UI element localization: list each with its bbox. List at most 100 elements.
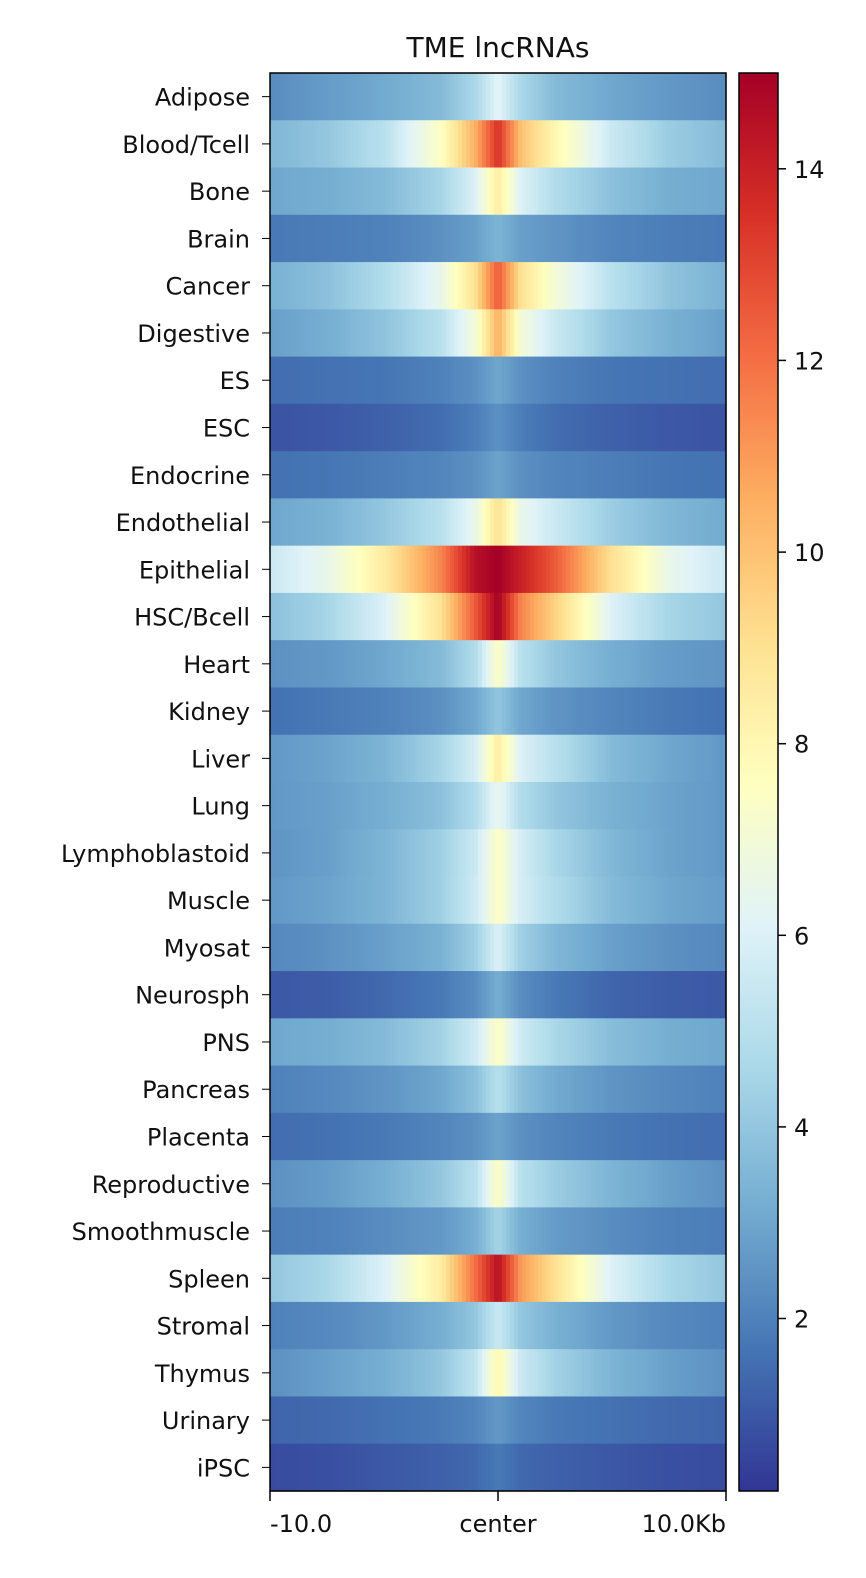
heatmap-cell [322, 923, 327, 972]
heatmap-cell [494, 73, 499, 121]
heatmap-cell [502, 356, 507, 405]
heatmap-cell [702, 971, 707, 1019]
heatmap-cell [666, 1443, 671, 1492]
heatmap-cell [650, 971, 655, 1019]
heatmap-cell [682, 262, 687, 310]
heatmap-cell [530, 1112, 535, 1161]
heatmap-cell [698, 73, 703, 121]
heatmap-cell [422, 545, 427, 594]
heatmap-cell [354, 592, 359, 641]
heatmap-cell [722, 640, 727, 689]
heatmap-cell [358, 1349, 363, 1398]
heatmap-cell [626, 1160, 631, 1208]
heatmap-cell [706, 1160, 711, 1208]
heatmap-cell [274, 1443, 279, 1492]
heatmap-cell [434, 829, 439, 878]
heatmap-cell [322, 73, 327, 121]
heatmap-cell [286, 309, 291, 358]
heatmap-cell [570, 451, 575, 499]
heatmap-cell [334, 640, 339, 689]
heatmap-cell [410, 923, 415, 972]
heatmap-cell [330, 640, 335, 689]
heatmap-cell [406, 1349, 411, 1398]
heatmap-cell [562, 640, 567, 689]
heatmap-cell [710, 356, 715, 405]
heatmap-cell [398, 1207, 403, 1256]
heatmap-cell [406, 876, 411, 925]
heatmap-cell [602, 214, 607, 263]
heatmap-cell [634, 1065, 639, 1114]
heatmap-cell [662, 1065, 667, 1114]
heatmap-cell [418, 1112, 423, 1161]
heatmap-cell [538, 1160, 543, 1208]
heatmap-cell [666, 1254, 671, 1303]
heatmap-cell [426, 1018, 431, 1067]
heatmap-cell [350, 1065, 355, 1114]
heatmap-cell [330, 734, 335, 783]
heatmap-cell [574, 1065, 579, 1114]
heatmap-cell [570, 545, 575, 594]
heatmap-cell [702, 1112, 707, 1161]
heatmap-cell [506, 923, 511, 972]
heatmap-cell [346, 592, 351, 641]
heatmap-cell [650, 592, 655, 641]
heatmap-cell [586, 1160, 591, 1208]
heatmap-cell [294, 1443, 299, 1492]
heatmap-cell [286, 1207, 291, 1256]
heatmap-cell [542, 923, 547, 972]
heatmap-cell [586, 1254, 591, 1303]
heatmap-cell [298, 214, 303, 263]
heatmap-cell [474, 309, 479, 358]
heatmap-cell [302, 73, 307, 121]
heatmap-cell [402, 923, 407, 972]
heatmap-cell [366, 782, 371, 830]
heatmap-cell [278, 1396, 283, 1445]
heatmap-cell [490, 356, 495, 405]
heatmap-cell [374, 545, 379, 594]
heatmap-cell [546, 167, 551, 216]
heatmap-cell [310, 545, 315, 594]
heatmap-cell [302, 214, 307, 263]
heatmap-cell [358, 592, 363, 641]
heatmap-cell [638, 1301, 643, 1350]
heatmap-cell [662, 687, 667, 736]
heatmap-cell [702, 262, 707, 310]
row-label: ESC [203, 415, 250, 443]
heatmap-cell [314, 167, 319, 216]
heatmap-cell [590, 498, 595, 547]
heatmap-cell [578, 1301, 583, 1350]
heatmap-cell [670, 73, 675, 121]
heatmap-cell [354, 640, 359, 689]
heatmap-cell [630, 545, 635, 594]
heatmap-cell [270, 640, 275, 689]
heatmap-cell [382, 214, 387, 263]
heatmap-cell [406, 1301, 411, 1350]
heatmap-cell [702, 545, 707, 594]
heatmap-cell [270, 1112, 275, 1161]
row-label: ES [220, 367, 250, 395]
heatmap-cell [658, 1018, 663, 1067]
heatmap-cell [434, 782, 439, 830]
heatmap-cell [510, 1349, 515, 1398]
heatmap-cell [438, 262, 443, 310]
heatmap-cell [498, 1443, 503, 1492]
heatmap-cell [378, 1254, 383, 1303]
heatmap-cell [362, 971, 367, 1019]
heatmap-cell [374, 167, 379, 216]
heatmap-cell [594, 687, 599, 736]
heatmap-cell [290, 1396, 295, 1445]
heatmap-cell [282, 1018, 287, 1067]
heatmap-cell [386, 403, 391, 452]
heatmap-cell [362, 1396, 367, 1445]
heatmap-cell [362, 1065, 367, 1114]
heatmap-cell [302, 120, 307, 169]
heatmap-cell [330, 1018, 335, 1067]
heatmap-cell [534, 876, 539, 925]
heatmap-cell [342, 356, 347, 405]
heatmap-cell [326, 262, 331, 310]
heatmap-cell [718, 120, 723, 169]
heatmap-cell [330, 687, 335, 736]
heatmap-cell [674, 876, 679, 925]
heatmap-cell [610, 829, 615, 878]
heatmap-cell [674, 1396, 679, 1445]
